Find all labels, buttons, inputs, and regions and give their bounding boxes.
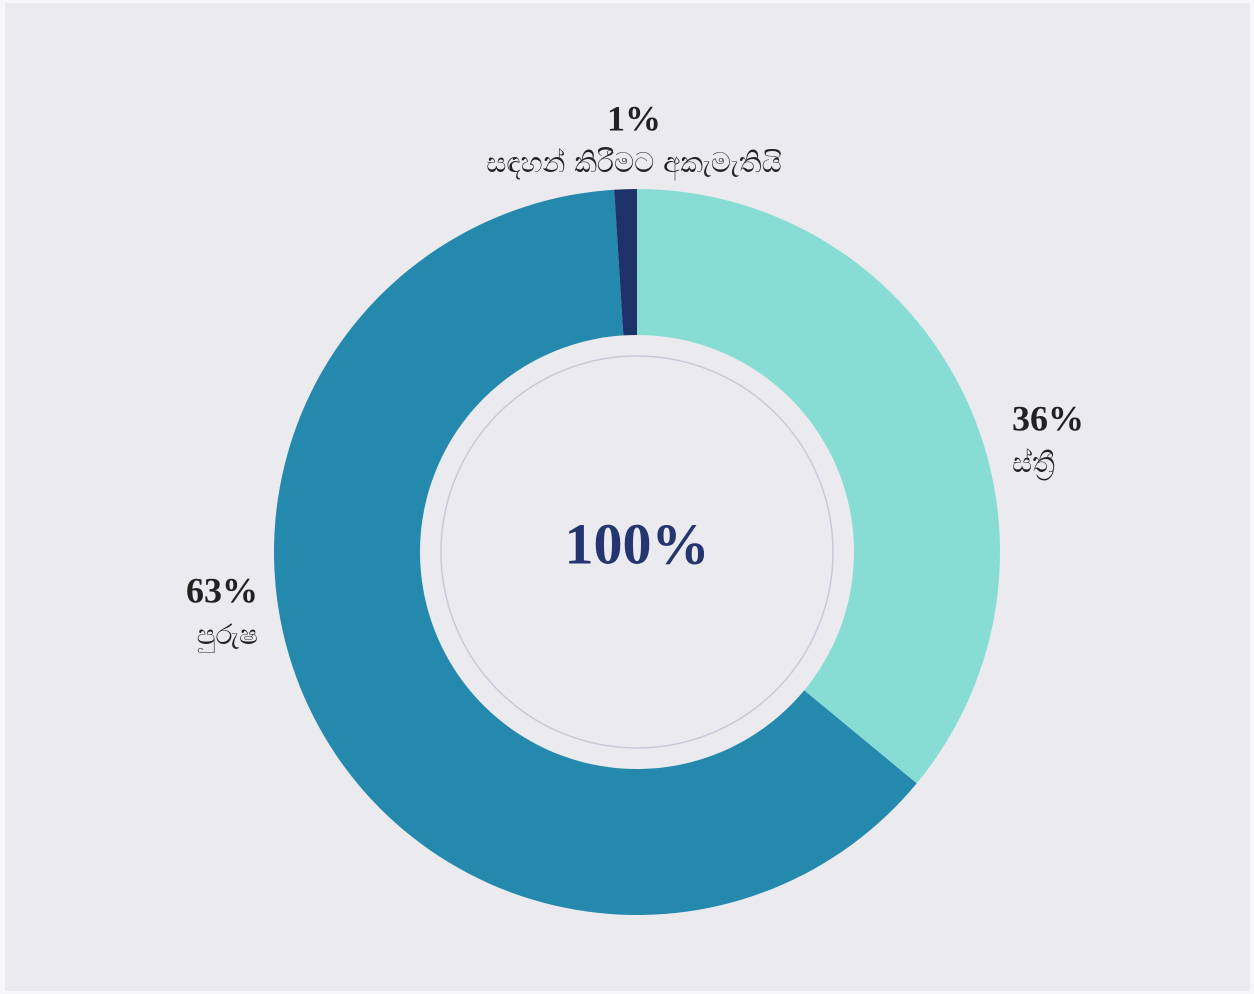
slice [614, 189, 637, 336]
slice [637, 189, 1001, 784]
category-label: පුරුෂ [197, 618, 258, 653]
category-label: සඳහන් කිරීමට අකැමැතියි [486, 146, 782, 181]
value-label: 63% [186, 570, 258, 610]
slices [273, 189, 1001, 916]
value-label: 36% [1012, 398, 1084, 438]
category-label: ස්ත්‍රී [1012, 446, 1055, 480]
center-label: 100% [565, 511, 710, 576]
slice [273, 189, 917, 916]
inner-ring [440, 355, 834, 749]
value-label: 1% [607, 98, 661, 138]
